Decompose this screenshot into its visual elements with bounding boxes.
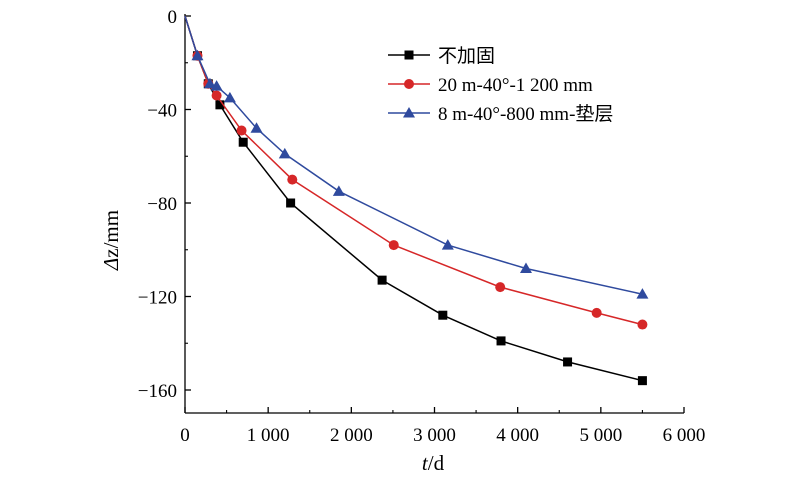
data-point [563,357,573,367]
x-tick-label: 6 000 [663,425,706,446]
data-point [278,147,291,159]
x-tick-label: 4 000 [496,425,539,446]
legend: 不加固 20 m-40°-1 200 mm 8 m-40°-800 mm-垫层 [388,45,613,125]
axes: 0 1 000 2 000 3 000 4 000 5 000 6 000 0 −40 −80 −1… [138,7,706,446]
y-tick-label: −160 [138,381,177,402]
data-point [250,122,263,133]
data-point [211,90,222,101]
x-tick-label: 5 000 [579,425,622,446]
series-line [184,15,643,382]
data-point [210,80,223,91]
data-point [636,288,649,299]
y-tick-label: 0 [168,7,178,28]
data-point [438,310,448,320]
data-point [495,282,506,293]
legend-entry: 20 m-40°-1 200 mm [388,75,593,96]
y-tick-label: −80 [147,194,177,215]
data-point [287,174,298,185]
data-point [191,49,204,61]
series-2 [184,15,648,330]
series-1 [184,15,647,386]
legend-entry: 8 m-40°-800 mm-垫层 [388,103,613,125]
legend-label: 20 m-40°-1 200 mm [438,75,593,96]
y-tick-label: −120 [138,288,177,309]
data-point [377,275,387,285]
y-axis-label: Δz/mm [99,210,123,271]
x-tick-label: 3 000 [413,425,456,446]
legend-entry: 不加固 [388,45,495,67]
x-axis-label: t/d [422,451,445,475]
data-point [637,376,647,386]
data-point [519,262,532,273]
legend-marker [403,107,415,118]
legend-label: 不加固 [438,45,495,67]
series-layer [184,15,649,386]
data-point [203,77,216,89]
data-point [236,125,247,136]
x-tick-label: 0 [180,425,190,446]
legend-label: 8 m-40°-800 mm-垫层 [438,103,613,125]
data-point [332,185,345,196]
data-point [496,336,506,346]
y-tick-label: −40 [147,101,177,122]
data-point [215,100,225,110]
data-point [238,137,248,147]
data-point [388,240,399,251]
legend-marker [404,79,414,89]
x-tick-label: 1 000 [247,425,290,446]
data-point [223,91,236,103]
data-point [286,198,296,208]
x-tick-label: 2 000 [330,425,373,446]
legend-marker [404,50,414,60]
series-3 [184,15,649,299]
data-point [637,319,648,330]
data-point [591,307,602,318]
data-point [441,239,454,250]
